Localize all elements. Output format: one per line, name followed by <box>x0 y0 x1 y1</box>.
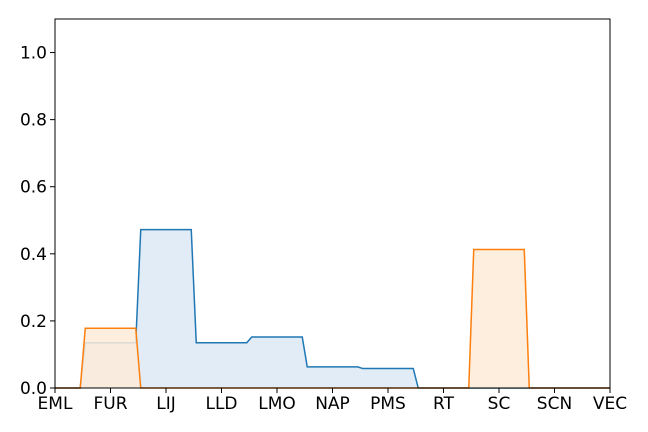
y-tick-label: 0.8 <box>20 111 47 131</box>
x-axis: EML FUR LIJ LLD LMO NAP PMS RT SC SCN VEC <box>38 388 627 414</box>
x-tick-label: SC <box>488 394 511 414</box>
y-tick-label: 1.0 <box>20 44 47 64</box>
series-2-area <box>55 249 610 388</box>
series-layer <box>55 228 610 389</box>
x-tick-label: VEC <box>593 394 627 414</box>
y-tick-label: 0.0 <box>20 379 47 399</box>
x-tick-label: LLD <box>205 394 237 414</box>
y-tick-label: 0.2 <box>20 312 47 332</box>
x-tick-label: FUR <box>93 394 127 414</box>
x-tick-label: SCN <box>537 394 572 414</box>
x-tick-label: RT <box>433 394 455 414</box>
x-tick-label: LIJ <box>156 394 176 414</box>
x-tick-label: NAP <box>315 394 350 414</box>
series-1-area <box>55 229 610 388</box>
x-tick-label: EML <box>38 394 73 414</box>
y-tick-label: 0.6 <box>20 178 47 198</box>
x-tick-label: LMO <box>258 394 296 414</box>
y-tick-label: 0.4 <box>20 245 47 265</box>
x-tick-label: PMS <box>370 394 406 414</box>
y-axis: 0.0 0.2 0.4 0.6 0.8 1.0 <box>20 44 55 399</box>
